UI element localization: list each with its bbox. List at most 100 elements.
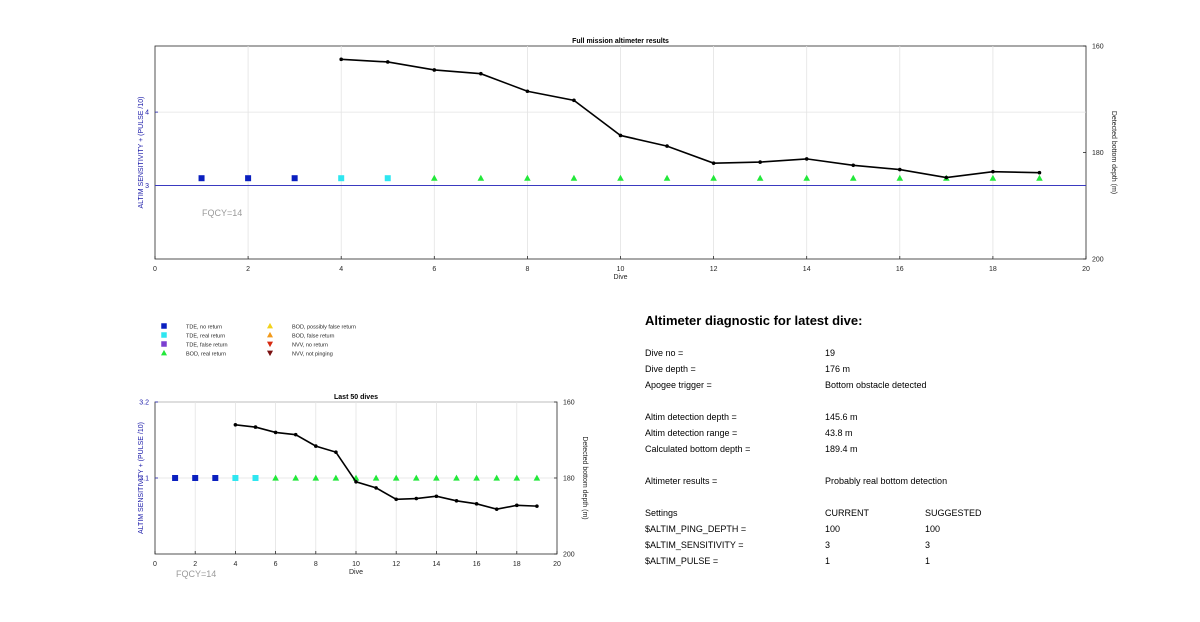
depth-point [233, 423, 238, 427]
data-marker [312, 474, 320, 481]
x-tick-label: 16 [473, 561, 481, 568]
y-right-axis-label: Detected bottom depth (m) [581, 436, 588, 519]
depth-point [314, 444, 318, 448]
data-marker [198, 175, 205, 182]
data-marker [493, 474, 500, 481]
y-left-tick-label: 3.2 [139, 400, 149, 407]
depth-point [758, 160, 762, 164]
data-marker [272, 474, 279, 481]
calculated-depth-value: 189.4 m [825, 444, 858, 454]
depth-line [341, 58, 1040, 179]
setting-name: $ALTIM_PING_DEPTH = [645, 524, 747, 534]
data-marker [570, 174, 578, 181]
detection-range-value: 43.8 m [825, 428, 853, 438]
x-tick-label: 12 [710, 266, 718, 273]
x-tick-label: 6 [432, 266, 436, 273]
depth-point [572, 98, 576, 103]
suggested-header: SUGGESTED [925, 508, 982, 518]
legend-label: BOD, real return [186, 352, 226, 358]
y-right-tick-label: 180 [1092, 150, 1104, 157]
x-tick-label: 18 [513, 561, 521, 568]
y-right-tick-label: 180 [563, 476, 575, 483]
dive-no-label: Dive no = [645, 348, 684, 358]
x-tick-label: 2 [246, 266, 250, 273]
x-tick-label: 14 [803, 266, 811, 273]
detection-depth-value: 145.6 m [825, 412, 858, 422]
x-tick-label: 6 [274, 561, 278, 568]
data-marker [849, 174, 857, 181]
y-left-tick-label: 3 [145, 183, 149, 190]
x-axis-label: Dive [349, 569, 363, 576]
data-marker [453, 474, 460, 481]
apogee-value: Bottom obstacle detected [825, 380, 927, 390]
data-marker [433, 474, 440, 481]
depth-point [535, 504, 539, 508]
data-marker [524, 174, 531, 181]
depth-point [414, 496, 419, 501]
data-marker [896, 174, 904, 181]
data-marker [710, 174, 717, 181]
y-left-tick-label: 3.1 [139, 476, 149, 483]
legend-label: BOD, false return [292, 334, 335, 340]
x-tick-label: 10 [617, 266, 625, 273]
depth-point [474, 502, 479, 506]
diagnostic-title: Altimeter diagnostic for latest dive: [645, 313, 863, 328]
depth-point [711, 161, 716, 165]
results-label: Altimeter results = [645, 476, 718, 486]
data-marker [392, 474, 400, 481]
data-marker [533, 474, 541, 481]
data-marker [212, 475, 219, 481]
y-right-axis-label: Detected bottom depth (m) [1110, 111, 1117, 194]
y-left-axis-label: ALTIM SENSITIVITY + (PULSE /10) [138, 97, 145, 209]
x-axis-label: Dive [613, 274, 627, 281]
x-tick-label: 4 [233, 561, 237, 568]
depth-point [339, 57, 344, 62]
data-marker [663, 174, 671, 181]
setting-current: 1 [825, 556, 831, 566]
x-tick-label: 0 [153, 561, 157, 568]
data-marker [513, 474, 521, 481]
data-marker [332, 474, 340, 481]
x-tick-label: 14 [433, 561, 441, 568]
setting-name: $ALTIM_SENSITIVITY = [645, 540, 744, 550]
chart-title: Full mission altimeter results [572, 38, 669, 45]
legend-label: TDE, real return [186, 334, 225, 340]
x-tick-label: 8 [314, 561, 318, 568]
data-marker [473, 474, 480, 481]
dive-no-value: 19 [825, 348, 836, 358]
data-marker [232, 475, 239, 481]
depth-point [434, 494, 439, 499]
setting-suggested: 100 [925, 524, 941, 534]
fqcy-annotation: FQCY=14 [176, 569, 216, 579]
x-tick-label: 2 [193, 561, 197, 568]
depth-line [235, 424, 537, 510]
x-tick-label: 16 [896, 266, 904, 273]
data-marker [413, 474, 420, 481]
depth-point [494, 507, 499, 511]
legend-marker [161, 332, 167, 338]
x-tick-label: 18 [989, 266, 997, 273]
depth-point [374, 486, 378, 490]
depth-point [273, 430, 278, 435]
legend-label: NVV, no return [292, 343, 328, 349]
legend-marker [266, 350, 274, 357]
y-right-tick-label: 160 [1092, 44, 1104, 51]
depth-point [804, 157, 809, 161]
x-tick-label: 12 [392, 561, 400, 568]
data-marker [291, 175, 298, 182]
depth-point [944, 175, 949, 180]
data-marker [431, 174, 438, 181]
depth-point [515, 503, 519, 508]
depth-point [394, 497, 399, 502]
data-marker [477, 174, 485, 181]
depth-point [991, 169, 995, 174]
depth-point [293, 432, 298, 437]
data-marker [372, 474, 380, 481]
x-tick-label: 20 [553, 561, 561, 568]
legend-label: BOD, possibly false return [292, 325, 356, 331]
current-header: CURRENT [825, 508, 869, 518]
x-tick-label: 0 [153, 266, 157, 273]
data-marker [756, 174, 764, 181]
calculated-depth-label: Calculated bottom depth = [645, 444, 751, 454]
